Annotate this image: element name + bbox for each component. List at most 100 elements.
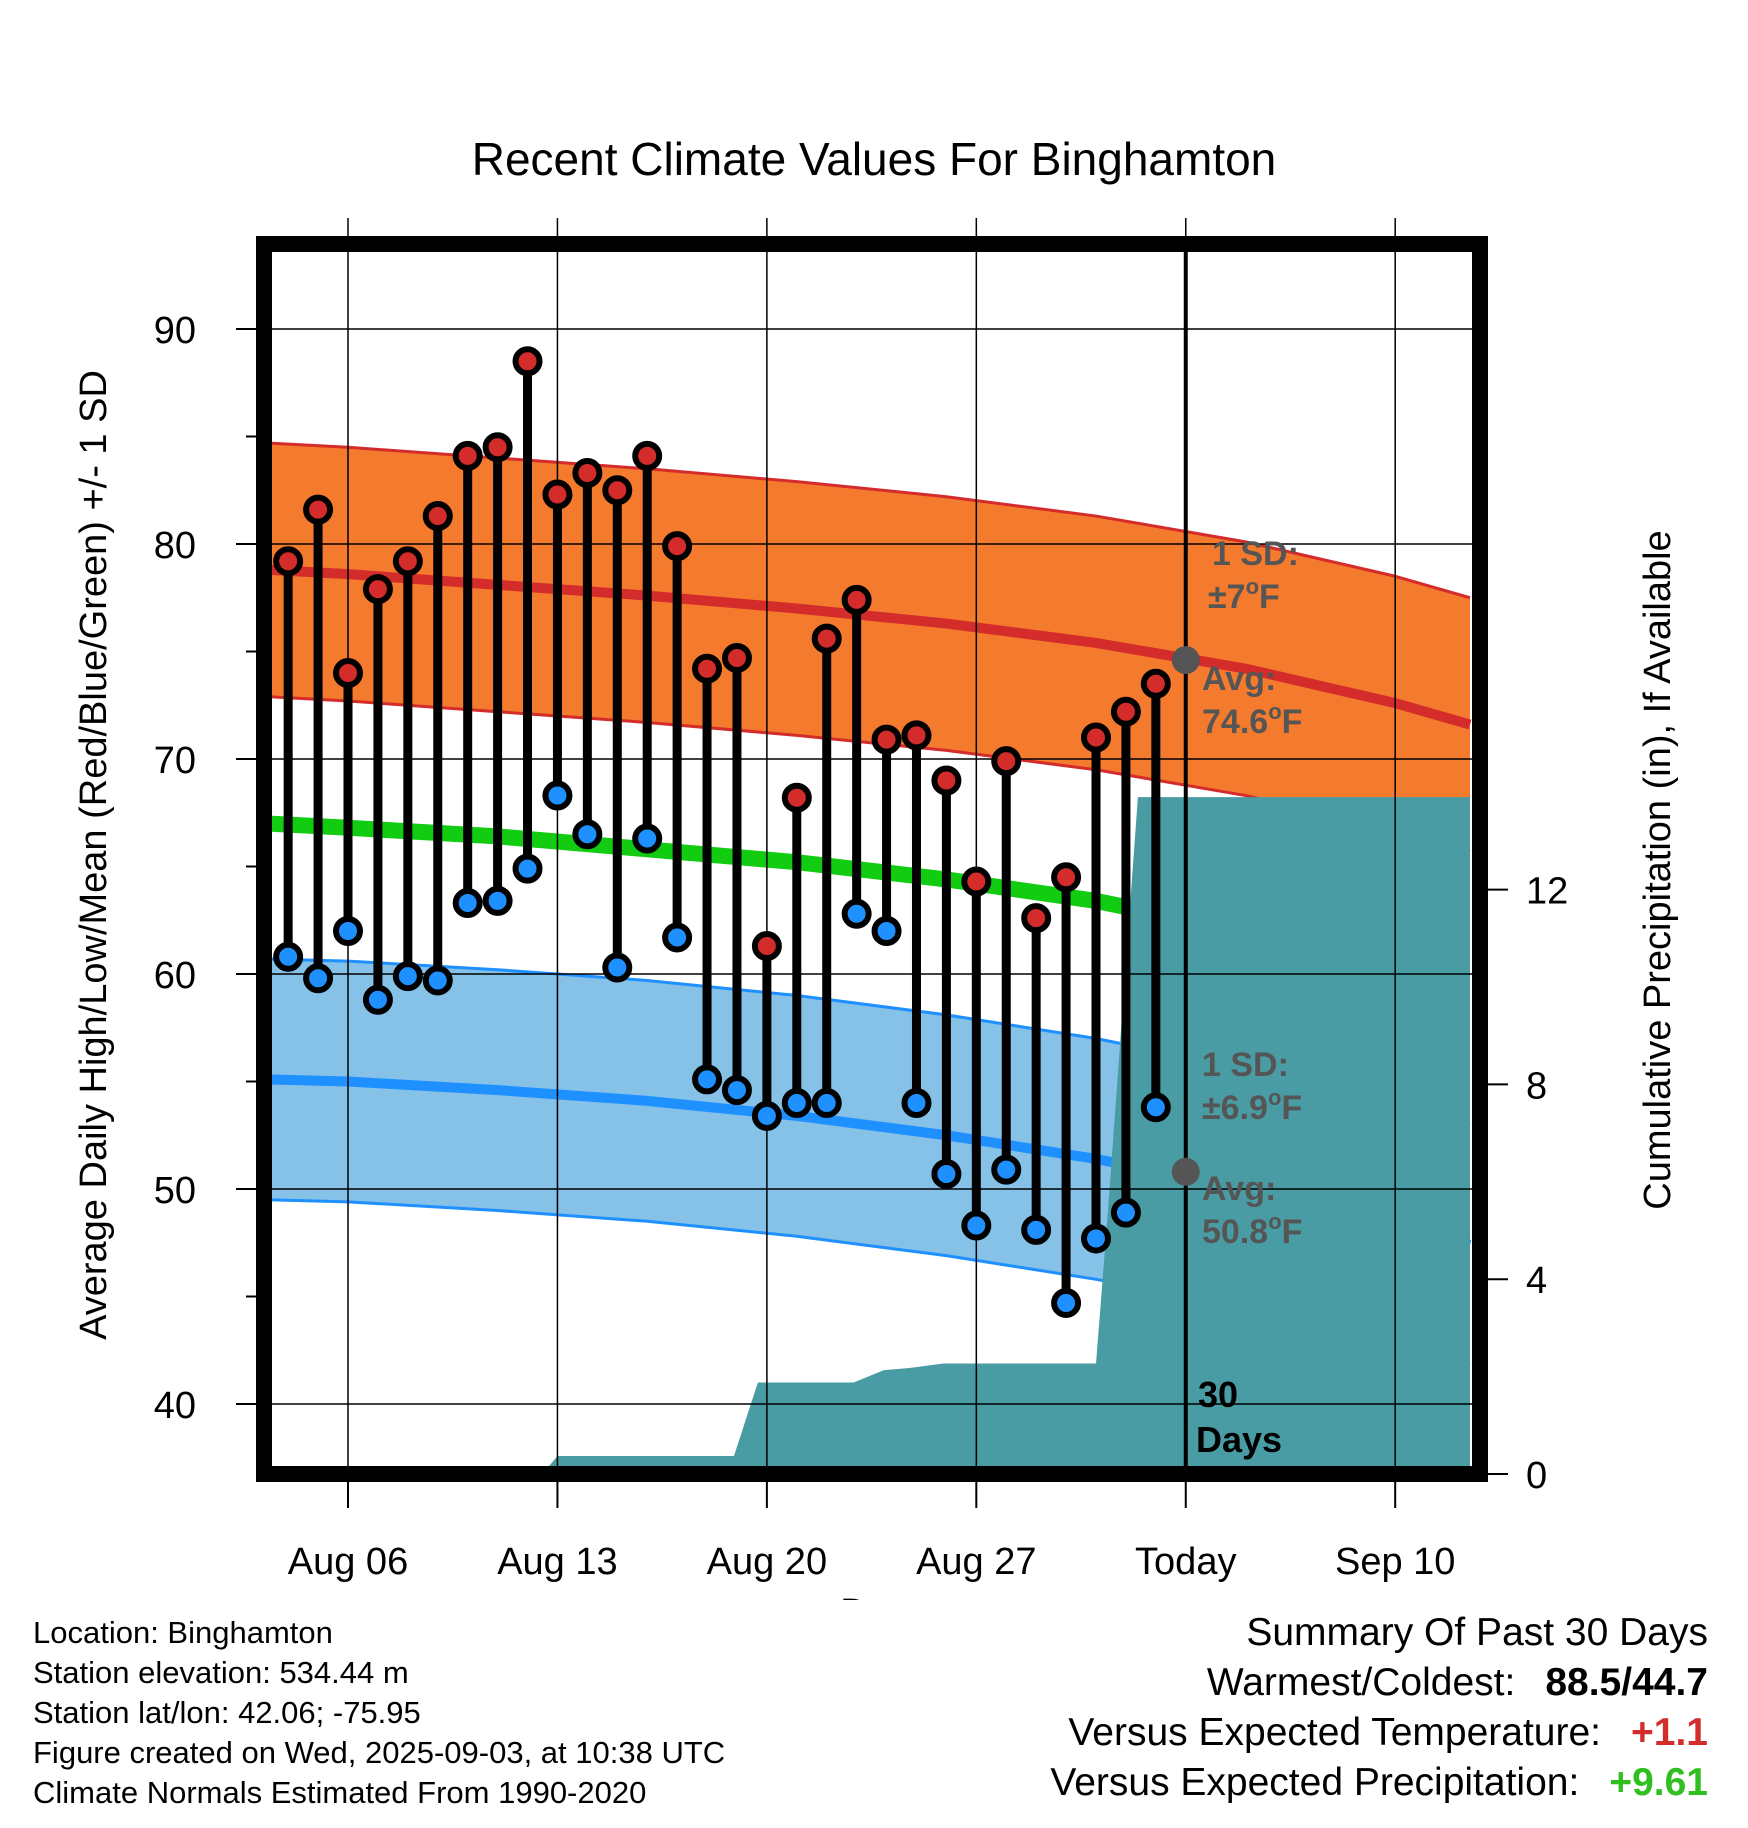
info-elevation: Station elevation: 534.44 m — [33, 1655, 409, 1690]
obs-low-Aug 24 — [871, 916, 902, 946]
y-axis-label-right: Cumulative Precipitation (in), If Availa… — [1637, 530, 1679, 1209]
obs-high-Aug 22 — [811, 623, 842, 654]
x-tick-label-3: Aug 27 — [916, 1541, 1036, 1583]
plot-frame — [256, 236, 1488, 1482]
summary-precip-label: Versus Expected Precipitation: — [1050, 1761, 1580, 1804]
normal-high-band-upper — [267, 441, 1471, 600]
obs-high-Aug 14 — [572, 458, 603, 489]
x-tick-label-0: Aug 06 — [288, 1541, 408, 1583]
obs-low-Aug 10 — [452, 888, 483, 919]
obs-low-Aug 16 — [632, 823, 663, 854]
obs-low-Aug 21 — [781, 1088, 812, 1118]
y-left-tick-label-80: 80 — [154, 525, 196, 567]
obs-high-Aug 27 — [961, 866, 992, 897]
obs-high-Aug 28 — [991, 746, 1022, 777]
summary-temp-row: Versus Expected Temperature: +1.1 — [1050, 1708, 1708, 1758]
low-sd-value: ±6.9oF — [1202, 1085, 1302, 1127]
obs-high-Aug 15 — [602, 475, 633, 506]
obs-high-Aug 04 — [273, 546, 304, 577]
info-location: Location: Binghamton — [33, 1615, 333, 1650]
summary-warmest-value: 88.5/44.7 — [1545, 1661, 1708, 1704]
summary-temp-value: +1.1 — [1631, 1711, 1708, 1754]
obs-high-Aug 05 — [303, 494, 334, 525]
days-label-word: Days — [1196, 1419, 1282, 1460]
obs-low-Aug 08 — [392, 961, 423, 992]
obs-high-Aug 29 — [1021, 903, 1052, 934]
obs-high-Sep 02 — [1140, 668, 1171, 699]
plot-border — [256, 236, 1488, 1482]
observed-temperature-bars — [273, 244, 1188, 1474]
y-left-tick-label-50: 50 — [154, 1170, 196, 1212]
high-avg-label: Avg: — [1202, 660, 1276, 698]
obs-high-Aug 17 — [662, 531, 693, 562]
obs-low-Aug 04 — [273, 941, 304, 972]
obs-low-Aug 07 — [362, 984, 393, 1015]
summary-panel: Summary Of Past 30 Days Warmest/Coldest:… — [1050, 1608, 1708, 1808]
chart-title: Recent Climate Values For Binghamton — [472, 133, 1277, 185]
y-right-tick-label-12: 12 — [1526, 871, 1568, 913]
x-tick-label-4: Today — [1135, 1541, 1236, 1583]
obs-high-Aug 25 — [901, 720, 932, 751]
plot-fills — [266, 441, 1472, 1474]
normal-high-mean-line — [266, 564, 1472, 730]
obs-high-Aug 11 — [482, 432, 513, 463]
precip-area — [267, 797, 1470, 1474]
obs-high-Aug 26 — [931, 765, 962, 796]
obs-high-Aug 13 — [542, 479, 573, 510]
summary-warmest-label: Warmest/Coldest: — [1206, 1661, 1516, 1704]
normal-high-band — [267, 442, 1470, 852]
y-right-tick-label-4: 4 — [1526, 1260, 1547, 1302]
obs-low-Aug 29 — [1021, 1214, 1052, 1245]
obs-low-Sep 01 — [1110, 1197, 1141, 1228]
obs-low-Aug 25 — [901, 1088, 932, 1118]
obs-high-Aug 24 — [871, 724, 902, 755]
obs-low-Aug 27 — [961, 1210, 992, 1241]
obs-high-Aug 16 — [632, 440, 663, 471]
obs-high-Aug 21 — [781, 782, 812, 813]
obs-high-Aug 06 — [333, 658, 363, 688]
obs-low-Aug 23 — [841, 898, 872, 929]
low-sd-label: 1 SD: — [1202, 1046, 1289, 1084]
obs-low-Aug 18 — [692, 1064, 723, 1095]
today-normal-low-marker — [1171, 1157, 1200, 1186]
grid-lines — [264, 218, 1480, 1474]
x-tick-label-2: Aug 20 — [707, 1541, 827, 1583]
axis-ticks: Aug 06 Aug 13 Aug 20 Aug 27 Today Sep 1040506… — [154, 310, 1569, 1583]
obs-low-Aug 05 — [303, 963, 334, 994]
obs-high-Aug 31 — [1081, 722, 1111, 753]
obs-high-Aug 07 — [362, 574, 393, 605]
obs-high-Aug 20 — [751, 931, 782, 962]
summary-temp-label: Versus Expected Temperature: — [1068, 1711, 1601, 1754]
summary-precip-row: Versus Expected Precipitation: +9.61 — [1050, 1758, 1708, 1808]
obs-low-Aug 30 — [1051, 1287, 1082, 1318]
obs-high-Aug 09 — [422, 501, 453, 532]
info-normals: Climate Normals Estimated From 1990-2020 — [33, 1775, 647, 1810]
summary-title: Summary Of Past 30 Days — [1246, 1611, 1708, 1654]
info-created: Figure created on Wed, 2025-09-03, at 10… — [33, 1735, 726, 1770]
obs-low-Aug 19 — [721, 1075, 752, 1106]
obs-low-Aug 31 — [1081, 1223, 1111, 1254]
y-right-tick-label-0: 0 — [1526, 1455, 1547, 1497]
climate-chart: Recent Climate Values For Binghamton 1 S… — [73, 133, 1679, 1600]
high-sd-label: 1 SD: — [1212, 535, 1299, 573]
obs-low-Aug 14 — [572, 819, 603, 850]
obs-low-Aug 20 — [751, 1100, 782, 1131]
obs-low-Aug 13 — [542, 780, 573, 811]
obs-low-Aug 17 — [662, 922, 693, 953]
station-info: Location: Binghamton Station elevation: … — [33, 1613, 725, 1813]
obs-high-Aug 23 — [841, 584, 872, 615]
y-right-tick-label-8: 8 — [1526, 1065, 1547, 1107]
obs-high-Aug 30 — [1051, 862, 1082, 893]
today-normal-high-marker — [1171, 646, 1200, 675]
obs-low-Aug 22 — [811, 1088, 842, 1118]
high-sd-value: ±7oF — [1208, 574, 1280, 616]
obs-low-Aug 28 — [991, 1154, 1022, 1185]
obs-high-Aug 18 — [692, 653, 723, 684]
summary-precip-value: +9.61 — [1609, 1761, 1708, 1804]
obs-low-Aug 15 — [602, 952, 633, 983]
obs-low-Aug 06 — [333, 916, 363, 946]
summary-warmest-row: Warmest/Coldest: 88.5/44.7 — [1050, 1658, 1708, 1708]
x-axis-label: Day — [840, 1592, 908, 1600]
obs-high-Aug 10 — [452, 440, 483, 471]
y-left-tick-label-40: 40 — [154, 1385, 196, 1427]
